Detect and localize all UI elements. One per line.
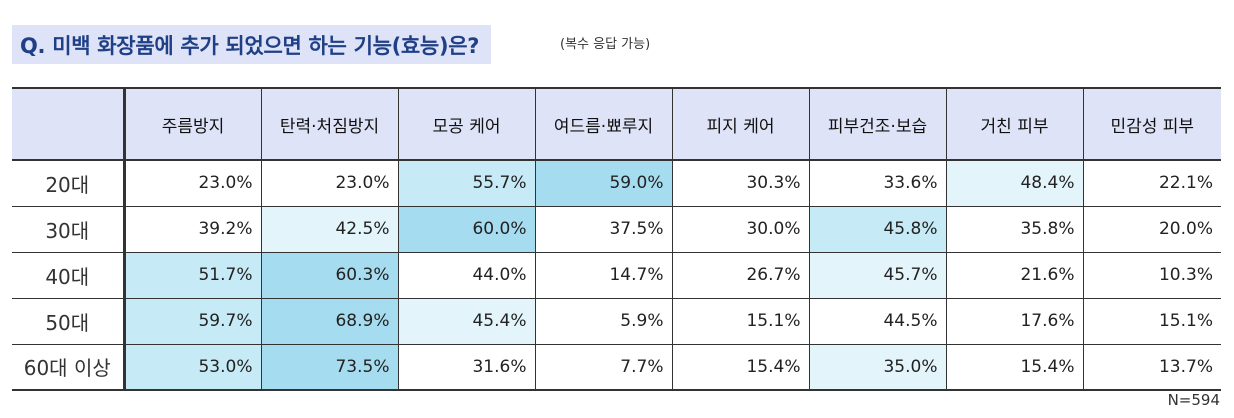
value-cell: 23.0% xyxy=(124,160,262,207)
column-header: 탄력·처짐방지 xyxy=(261,88,399,161)
column-header: 주름방지 xyxy=(124,88,262,161)
question-title-box: Q. 미백 화장품에 추가 되었으면 하는 기능(효능)은? xyxy=(12,25,492,64)
value-cell: 5.9% xyxy=(535,298,673,345)
value-cell: 59.0% xyxy=(535,160,673,207)
row-label: 60대 이상 xyxy=(12,344,126,391)
value-cell: 23.0% xyxy=(261,160,399,207)
value-cell: 45.4% xyxy=(398,298,536,345)
value-cell: 15.4% xyxy=(672,344,810,391)
value-cell: 51.7% xyxy=(124,252,262,299)
value-cell: 15.1% xyxy=(672,298,810,345)
value-cell: 30.0% xyxy=(672,206,810,253)
value-cell: 60.3% xyxy=(261,252,399,299)
column-header: 피지 케어 xyxy=(672,88,810,161)
sample-size-note: N=594 xyxy=(1167,391,1220,409)
survey-table: 주름방지 탄력·처짐방지 모공 케어 여드름·뾰루지 피지 케어 피부건조·보습 거친 피부… xyxy=(12,87,1221,391)
value-cell: 33.6% xyxy=(809,160,947,207)
value-cell: 7.7% xyxy=(535,344,673,391)
row-label: 40대 xyxy=(12,252,126,299)
value-cell: 59.7% xyxy=(124,298,262,345)
question-subtitle: (복수 응답 가능) xyxy=(560,37,651,52)
value-cell: 45.8% xyxy=(809,206,947,253)
value-cell: 55.7% xyxy=(398,160,536,207)
row-label: 50대 xyxy=(12,298,126,345)
table-body: 20대 23.0% 23.0% 55.7% 59.0% 30.3% 33.6% 48.4% 22… xyxy=(12,160,1221,391)
column-header: 피부건조·보습 xyxy=(809,88,947,161)
row-label: 20대 xyxy=(12,160,126,207)
value-cell: 44.0% xyxy=(398,252,536,299)
table-header-row: 주름방지 탄력·처짐방지 모공 케어 여드름·뾰루지 피지 케어 피부건조·보습 거친 피부… xyxy=(12,88,1221,161)
column-header: 모공 케어 xyxy=(398,88,536,161)
value-cell: 73.5% xyxy=(261,344,399,391)
value-cell: 48.4% xyxy=(946,160,1084,207)
value-cell: 15.4% xyxy=(946,344,1084,391)
value-cell: 35.0% xyxy=(809,344,947,391)
value-cell: 10.3% xyxy=(1083,252,1221,299)
value-cell: 44.5% xyxy=(809,298,947,345)
value-cell: 14.7% xyxy=(535,252,673,299)
value-cell: 35.8% xyxy=(946,206,1084,253)
value-cell: 42.5% xyxy=(261,206,399,253)
row-label: 30대 xyxy=(12,206,126,253)
table-row: 60대 이상 53.0% 73.5% 31.6% 7.7% 15.4% 35.0% 15.4%… xyxy=(12,344,1221,391)
table-row: 40대 51.7% 60.3% 44.0% 14.7% 26.7% 45.7% 21.6% 10… xyxy=(12,252,1221,299)
value-cell: 13.7% xyxy=(1083,344,1221,391)
corner-cell xyxy=(12,88,126,161)
value-cell: 60.0% xyxy=(398,206,536,253)
value-cell: 31.6% xyxy=(398,344,536,391)
value-cell: 68.9% xyxy=(261,298,399,345)
value-cell: 22.1% xyxy=(1083,160,1221,207)
value-cell: 45.7% xyxy=(809,252,947,299)
value-cell: 53.0% xyxy=(124,344,262,391)
value-cell: 17.6% xyxy=(946,298,1084,345)
value-cell: 26.7% xyxy=(672,252,810,299)
value-cell: 15.1% xyxy=(1083,298,1221,345)
table-row: 20대 23.0% 23.0% 55.7% 59.0% 30.3% 33.6% 48.4% 22… xyxy=(12,160,1221,207)
column-header: 거친 피부 xyxy=(946,88,1084,161)
value-cell: 30.3% xyxy=(672,160,810,207)
value-cell: 21.6% xyxy=(946,252,1084,299)
value-cell: 20.0% xyxy=(1083,206,1221,253)
value-cell: 39.2% xyxy=(124,206,262,253)
column-header: 민감성 피부 xyxy=(1083,88,1221,161)
column-header: 여드름·뾰루지 xyxy=(535,88,673,161)
question-title: Q. 미백 화장품에 추가 되었으면 하는 기능(효능)은? xyxy=(20,33,480,58)
value-cell: 37.5% xyxy=(535,206,673,253)
table-row: 30대 39.2% 42.5% 60.0% 37.5% 30.0% 45.8% 35.8% 20… xyxy=(12,206,1221,253)
table-row: 50대 59.7% 68.9% 45.4% 5.9% 15.1% 44.5% 17.6% 15.… xyxy=(12,298,1221,345)
